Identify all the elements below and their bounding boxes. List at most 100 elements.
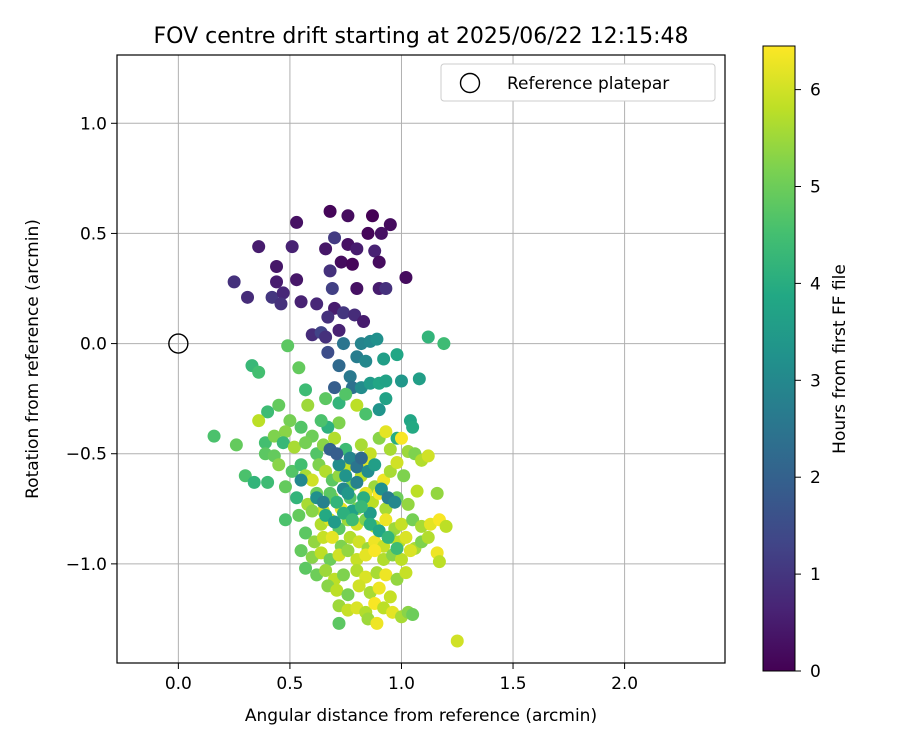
- scatter-point: [394, 374, 408, 388]
- scatter-point: [332, 323, 346, 337]
- scatter-point: [359, 570, 373, 584]
- scatter-point: [334, 255, 348, 269]
- scatter-point: [299, 436, 313, 450]
- scatter-point: [276, 286, 290, 300]
- scatter-point: [319, 392, 333, 406]
- scatter-point: [339, 387, 353, 401]
- scatter-point: [354, 438, 368, 452]
- colorbar-tick-label: 1: [810, 565, 821, 585]
- scatter-point: [294, 544, 308, 558]
- scatter-point: [399, 566, 413, 580]
- scatter-point: [450, 634, 464, 648]
- scatter-point: [336, 506, 350, 520]
- scatter-point: [357, 315, 371, 329]
- scatter-point: [336, 337, 350, 351]
- scatter-point: [328, 381, 342, 395]
- scatter-point: [359, 354, 373, 368]
- y-tick-label: 0.5: [80, 224, 107, 244]
- scatter-point: [390, 456, 404, 470]
- y-tick-label: −0.5: [66, 445, 107, 465]
- scatter-point: [383, 218, 397, 232]
- scatter-point: [374, 226, 388, 240]
- scatter-point: [370, 332, 384, 346]
- scatter-point: [394, 431, 408, 445]
- reference-point: [168, 333, 189, 354]
- scatter-point: [283, 414, 297, 428]
- scatter-point: [278, 425, 292, 439]
- scatter-point: [292, 508, 306, 522]
- legend-entry-reference: Reference platepar: [507, 74, 669, 94]
- x-axis-label: Angular distance from reference (arcmin): [245, 706, 597, 726]
- scatter-point: [294, 295, 308, 309]
- scatter-point: [410, 484, 424, 498]
- scatter-point: [272, 458, 286, 472]
- scatter-point: [350, 398, 364, 412]
- scatter-point: [274, 297, 288, 311]
- scatter-point: [330, 495, 344, 509]
- scatter-point: [383, 590, 397, 604]
- scatter-point: [390, 572, 404, 586]
- scatter-point: [229, 438, 243, 452]
- scatter-point: [323, 486, 337, 500]
- scatter-point: [372, 524, 386, 538]
- scatter-point: [336, 568, 350, 582]
- scatter-point: [421, 530, 435, 544]
- scatter-point: [341, 544, 355, 558]
- scatter-point: [368, 544, 382, 558]
- plot-frame: [116, 54, 726, 664]
- scatter-point: [323, 264, 337, 278]
- scatter-point: [399, 530, 413, 544]
- scatter-point: [325, 530, 339, 544]
- scatter-point: [281, 339, 295, 353]
- scatter-point: [365, 209, 379, 223]
- scatter-point: [332, 616, 346, 630]
- y-axis-ticks: −1.0 −0.5 0.0 0.5 1.0: [66, 114, 117, 575]
- colorbar-tick-label: 6: [810, 81, 821, 101]
- legend-box: [440, 63, 716, 102]
- scatter-point: [285, 240, 299, 254]
- x-axis-ticks: 0.0 0.5 1.0 1.5 2.0: [165, 663, 638, 694]
- scatter-point: [341, 486, 355, 500]
- scatter-point: [343, 451, 357, 465]
- scatter-point: [294, 420, 308, 434]
- scatter-point: [287, 440, 301, 454]
- y-tick-label: −1.0: [66, 555, 107, 575]
- scatter-point: [290, 491, 304, 505]
- scatter-point: [412, 372, 426, 386]
- scatter-point: [332, 396, 346, 410]
- scatter-point: [330, 583, 344, 597]
- scatter-point: [305, 473, 319, 487]
- scatter-point: [258, 436, 272, 450]
- scatter-point: [332, 359, 346, 373]
- scatter-point: [421, 449, 435, 463]
- scatter-point: [290, 215, 304, 229]
- scatter-point: [372, 403, 386, 417]
- scatter-point: [406, 513, 420, 527]
- scatter-point: [319, 508, 333, 522]
- scatter-point: [345, 513, 359, 527]
- scatter-point: [352, 535, 366, 549]
- scatter-point: [379, 282, 393, 296]
- scatter-point: [270, 275, 284, 289]
- scatter-point: [370, 616, 384, 630]
- scatter-point: [397, 469, 411, 483]
- scatter-point: [348, 308, 362, 322]
- scatter-point: [319, 464, 333, 478]
- colorbar-tick-label: 5: [810, 178, 821, 198]
- scatter-point: [316, 495, 330, 509]
- scatter-point: [372, 255, 386, 269]
- scatter-point: [432, 555, 446, 569]
- scatter-point: [343, 370, 357, 384]
- scatter-point: [321, 345, 335, 359]
- scatter-point: [265, 290, 279, 304]
- scatter-point: [437, 337, 451, 351]
- scatter-point: [261, 475, 275, 489]
- scatter-point: [354, 451, 368, 465]
- colorbar-ticks: 0 1 2 3 4 5 6: [795, 81, 821, 682]
- scatter-point: [379, 502, 393, 516]
- scatter-point: [350, 282, 364, 296]
- scatter-point: [383, 442, 397, 456]
- scatter-point: [276, 436, 290, 450]
- scatter-point: [379, 568, 393, 582]
- chart-title: FOV centre drift starting at 2025/06/22 …: [154, 24, 689, 49]
